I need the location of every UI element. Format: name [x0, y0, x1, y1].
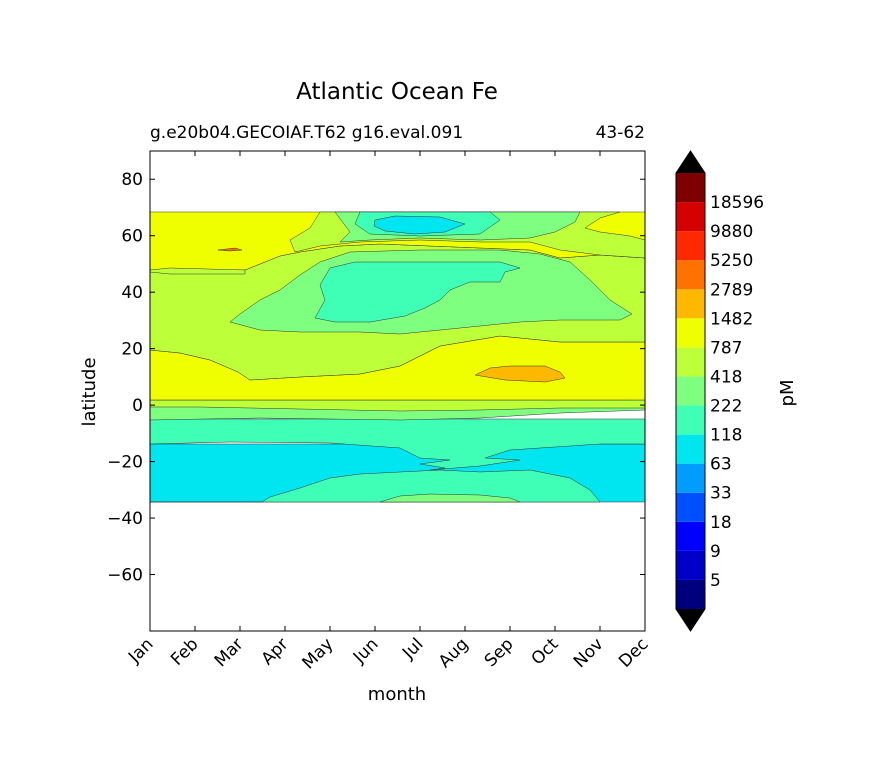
- x-tick-label: Nov: [570, 634, 608, 672]
- y-tick-label: 0: [132, 396, 143, 416]
- band-1482-2789-patch: [474, 365, 566, 383]
- band-118-222-south-lobe: [150, 469, 601, 503]
- x-tick-label: Apr: [258, 634, 293, 669]
- colorbar-band: [676, 289, 705, 319]
- band-118-222-midlat: [314, 261, 521, 323]
- band-418-787-strip: [150, 267, 246, 275]
- colorbar-tick-label: 118: [710, 426, 742, 446]
- colorbar-tick-label: 5250: [710, 251, 753, 271]
- colorbar-extend-top: [676, 151, 705, 173]
- x-tick-label: Jul: [398, 634, 427, 663]
- colorbar-band: [676, 202, 705, 232]
- band-red-speck: [217, 247, 243, 252]
- colorbar-band: [676, 434, 705, 464]
- colorbar-tick-label: 9880: [710, 222, 753, 242]
- y-axis-label: latitude: [79, 357, 100, 426]
- colorbar-band: [676, 260, 705, 290]
- colorbar-band: [676, 347, 705, 377]
- x-tick-label: Mar: [211, 634, 248, 671]
- colorbar-tick-label: 18596: [710, 193, 764, 213]
- colorbar-tick-label: 5: [710, 571, 721, 591]
- colorbar-band: [676, 579, 705, 609]
- colorbar-tick-label: 222: [710, 397, 742, 417]
- colorbar-label: pM: [777, 380, 798, 407]
- colorbar-tick-label: 418: [710, 367, 742, 387]
- colorbar-outline: [675, 150, 706, 632]
- x-tick-label: Dec: [615, 634, 652, 671]
- chart-subtitle-right: 43-62: [596, 123, 645, 143]
- y-tick-label: 20: [121, 340, 143, 360]
- x-tick-label: Feb: [167, 634, 202, 669]
- band-118-222-south: [150, 418, 645, 471]
- colorbar-tick-label: 1482: [710, 309, 753, 329]
- colorbar-tick-label: 63: [710, 455, 732, 475]
- x-tick-label: May: [299, 634, 338, 673]
- contour-field: [150, 211, 645, 503]
- colorbar-band: [676, 231, 705, 261]
- colorbar-band: [676, 521, 705, 551]
- x-axis-label: month: [368, 684, 426, 705]
- colorbar-tick-label: 2789: [710, 280, 753, 300]
- chart-title: Atlantic Ocean Fe: [296, 79, 498, 105]
- x-tick-label: Jan: [124, 634, 157, 667]
- y-tick-label: 60: [121, 227, 143, 247]
- x-tick-label: Jun: [349, 634, 383, 668]
- colorbar-tick-label: 18: [710, 513, 732, 533]
- colorbar: 5 9 18 33 63 118 222 418 787 1482 2789 5250 9880 1859…: [675, 150, 764, 632]
- plot-frame: [149, 150, 646, 632]
- colorbar-extend-bottom: [676, 609, 705, 631]
- y-tick-label: 40: [121, 283, 143, 303]
- band-222-418-south-lobe: [379, 493, 521, 503]
- band-63-118-highlat: [373, 215, 466, 235]
- colorbar-band: [676, 492, 705, 522]
- y-tick-label: −60: [107, 566, 143, 586]
- y-tick-label: −40: [107, 509, 143, 529]
- colorbar-band: [676, 173, 705, 203]
- colorbar-band: [676, 550, 705, 580]
- colorbar-band: [676, 405, 705, 435]
- y-tick-label: 80: [121, 170, 143, 190]
- band-418-787-equatorial: [150, 399, 645, 412]
- colorbar-tick-label: 9: [710, 542, 721, 562]
- colorbar-tick-label: 33: [710, 484, 732, 504]
- chart-subtitle-left: g.e20b04.GECOIAF.T62 g16.eval.091: [150, 123, 463, 143]
- x-tick-label: Oct: [528, 634, 563, 669]
- colorbar-band: [676, 376, 705, 406]
- colorbar-tick-label: 787: [710, 338, 742, 358]
- y-tick-label: −20: [107, 453, 143, 473]
- colorbar-band: [676, 463, 705, 493]
- x-tick-label: Aug: [435, 634, 473, 672]
- colorbar-band: [676, 318, 705, 348]
- x-tick-label: Sep: [481, 634, 518, 671]
